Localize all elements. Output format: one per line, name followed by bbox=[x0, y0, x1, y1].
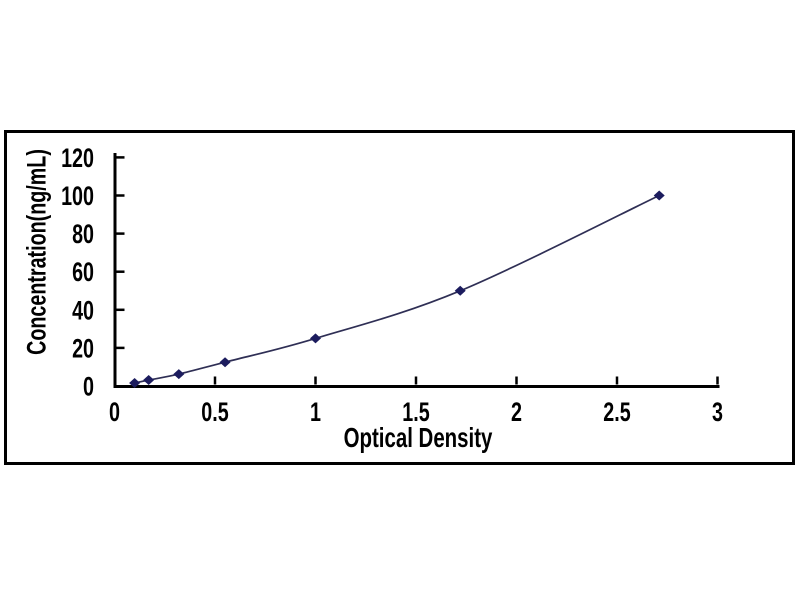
svg-text:1: 1 bbox=[310, 397, 321, 427]
axis-ticks bbox=[116, 156, 719, 385]
svg-text:2: 2 bbox=[511, 397, 522, 427]
svg-text:20: 20 bbox=[72, 333, 94, 363]
axes bbox=[113, 153, 720, 388]
svg-text:1.5: 1.5 bbox=[402, 397, 429, 427]
data-point-marker bbox=[129, 378, 141, 389]
svg-text:0: 0 bbox=[83, 372, 94, 402]
svg-text:100: 100 bbox=[61, 181, 94, 211]
series-line bbox=[134, 194, 660, 384]
svg-text:0: 0 bbox=[109, 397, 120, 427]
data-point-marker bbox=[653, 190, 665, 201]
x-axis-title: Optical Density bbox=[344, 422, 493, 453]
data-point-marker bbox=[143, 375, 155, 386]
svg-text:0.5: 0.5 bbox=[201, 397, 228, 427]
y-axis-title: Concentration(ng/mL) bbox=[22, 149, 52, 355]
data-point-marker bbox=[173, 369, 185, 380]
data-point-markers bbox=[129, 190, 665, 389]
chart-frame bbox=[4, 130, 795, 465]
svg-text:40: 40 bbox=[72, 295, 94, 325]
svg-text:3: 3 bbox=[712, 397, 723, 427]
axis-tick-labels: 0 20 40 60 80 100 120 0 0.5 1 1.5 2 2.5 3 bbox=[61, 143, 723, 427]
svg-text:2.5: 2.5 bbox=[603, 397, 630, 427]
svg-text:80: 80 bbox=[72, 219, 94, 249]
data-point-marker bbox=[219, 357, 231, 368]
data-point-marker bbox=[454, 285, 466, 296]
svg-text:120: 120 bbox=[61, 143, 94, 173]
svg-text:60: 60 bbox=[72, 257, 94, 287]
data-point-marker bbox=[310, 333, 321, 344]
